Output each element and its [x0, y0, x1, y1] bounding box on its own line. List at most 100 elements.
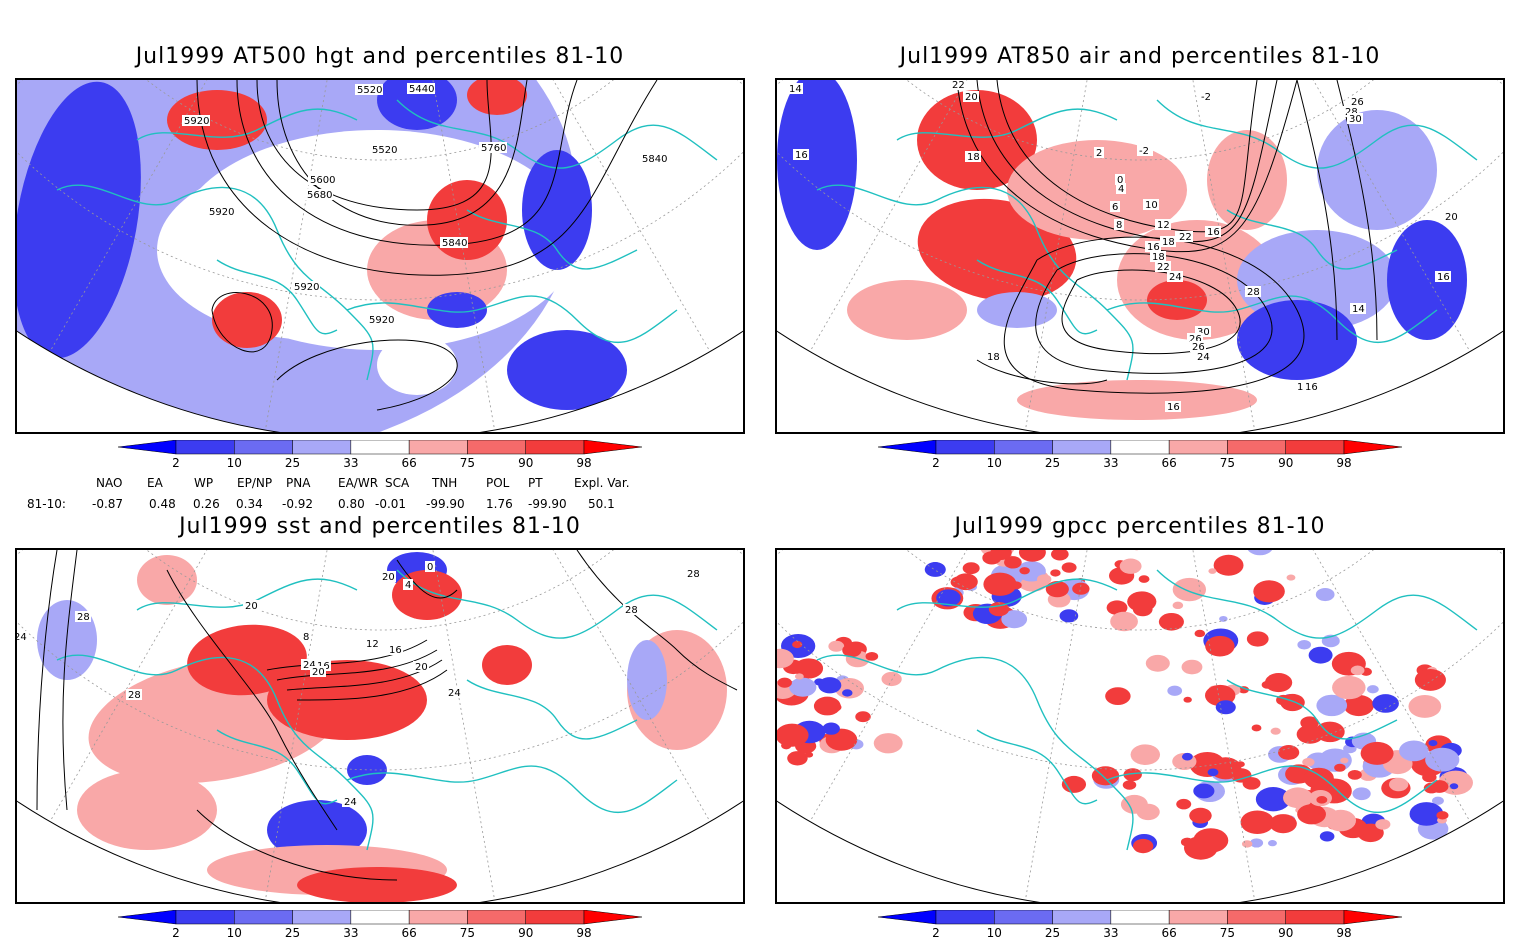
colorbar-graphic: [877, 439, 1403, 455]
teleconnection-value: 1.76: [486, 497, 513, 511]
teleconnection-header: PT: [528, 476, 543, 490]
anomaly-patch: [1428, 740, 1438, 747]
anomaly-patch: [507, 330, 627, 410]
anomaly-patch: [17, 81, 141, 359]
colorbar-graphic: [117, 439, 643, 455]
map-content: [777, 80, 1503, 432]
anomaly-patch: [1350, 665, 1365, 676]
anomaly-patch: [1408, 694, 1442, 718]
colorbar-label: 25: [1044, 456, 1061, 470]
anomaly-patch: [267, 660, 427, 740]
anomaly-patch: [1145, 654, 1170, 672]
anomaly-patch: [1297, 804, 1326, 825]
anomaly-patch: [1325, 809, 1357, 832]
anomaly-patch: [1431, 796, 1444, 805]
contour-label: 18: [1150, 251, 1166, 263]
anomaly-patch: [977, 292, 1057, 328]
anomaly-patch: [1334, 763, 1346, 772]
anomaly-patch: [1352, 787, 1371, 801]
colorbar-hgt: 2 10 25 33 66 75 90 98: [117, 439, 643, 472]
svg-text:16: 16: [795, 150, 808, 161]
anomaly-patch: [1449, 783, 1459, 790]
svg-text:16: 16: [1207, 227, 1220, 238]
teleconnection-value: 0.34: [236, 497, 263, 511]
anomaly-patch: [822, 722, 840, 735]
svg-text:20: 20: [1445, 212, 1458, 223]
coastline: [346, 295, 678, 344]
svg-text:5520: 5520: [372, 145, 397, 156]
colorbar-label: 33: [1103, 456, 1119, 470]
svg-text:5440: 5440: [409, 84, 434, 95]
contour-label: 5920: [292, 281, 320, 293]
svg-text:30: 30: [1349, 114, 1362, 125]
teleconnection-header: EA: [147, 476, 163, 490]
contour-label: 28: [685, 568, 701, 580]
latitude-line: [777, 80, 1503, 301]
contour-label: 0: [425, 561, 435, 573]
contour-label: 20: [243, 600, 259, 612]
contour-label: 0: [1115, 174, 1125, 186]
colorbar-segment: [1168, 909, 1228, 925]
anomaly-patch: [1409, 802, 1444, 826]
anomaly-patch: [1061, 562, 1077, 573]
anomaly-patch: [873, 733, 903, 754]
teleconnection-value: -0.87: [92, 497, 124, 511]
anomaly-patch: [1297, 639, 1312, 650]
anomaly-patch: [1414, 669, 1446, 691]
colorbar-segment: [994, 439, 1053, 455]
longitude-line: [809, 550, 1141, 822]
colorbar-label: 98: [576, 926, 592, 940]
anomaly-patch: [1316, 795, 1328, 804]
colorbar-segment: [175, 909, 235, 925]
colorbar-segment: [525, 439, 585, 455]
contour-label: 20: [380, 571, 396, 583]
contour-label: 28: [126, 689, 142, 701]
teleconnection-row-label: 81-10:: [27, 497, 66, 511]
contour-line: [996, 80, 1258, 233]
latitude-line: [777, 550, 1503, 631]
contour-label: -2: [1137, 145, 1153, 157]
colorbar-label: 75: [459, 456, 476, 470]
coastline: [1156, 99, 1478, 169]
teleconnection-value: -99.90: [426, 497, 465, 511]
svg-text:5680: 5680: [307, 190, 332, 201]
teleconnection-value: 0.26: [193, 497, 220, 511]
anomaly-patch: [1246, 550, 1274, 556]
contour-label: 24: [446, 687, 462, 699]
coastline: [896, 578, 1118, 611]
anomaly-patch: [1251, 724, 1262, 732]
anomaly-patch: [137, 555, 197, 605]
colorbar-label: 2: [932, 926, 940, 940]
anomaly-patch: [1430, 780, 1449, 793]
svg-text:14: 14: [789, 84, 802, 95]
latitude-line: [17, 80, 743, 161]
anomaly-patch: [1249, 838, 1264, 848]
coastline: [346, 765, 678, 814]
svg-text:24: 24: [1197, 352, 1210, 363]
anomaly-patch: [427, 292, 487, 328]
map-panel-sst: 200420282428812162024282428162024: [15, 548, 745, 904]
anomaly-patch: [1269, 814, 1297, 834]
teleconnection-header: Expl. Var.: [574, 476, 630, 490]
colorbar-label: 66: [401, 456, 417, 470]
anomaly-patch: [627, 640, 667, 720]
svg-text:-2: -2: [1139, 146, 1149, 157]
anomaly-patch: [926, 561, 945, 575]
svg-text:14: 14: [1352, 304, 1365, 315]
anomaly-patch: [1105, 687, 1131, 706]
teleconnection-value: -0.01: [375, 497, 407, 511]
anomaly-patch: [1158, 613, 1184, 631]
anomaly-patch: [1375, 819, 1391, 830]
contour-label: 5920: [207, 206, 235, 218]
anomaly-patch: [962, 562, 980, 575]
anomaly-patch: [1255, 787, 1291, 812]
teleconnection-header: SCA: [385, 476, 410, 490]
colorbar-segment: [935, 439, 995, 455]
anomaly-patch: [1315, 587, 1335, 602]
contour-line: [576, 550, 738, 691]
svg-text:24: 24: [344, 797, 357, 808]
colorbar-segment: [877, 909, 937, 925]
anomaly-patch: [794, 673, 804, 680]
svg-text:16: 16: [389, 645, 402, 656]
colorbar-segment: [234, 909, 293, 925]
